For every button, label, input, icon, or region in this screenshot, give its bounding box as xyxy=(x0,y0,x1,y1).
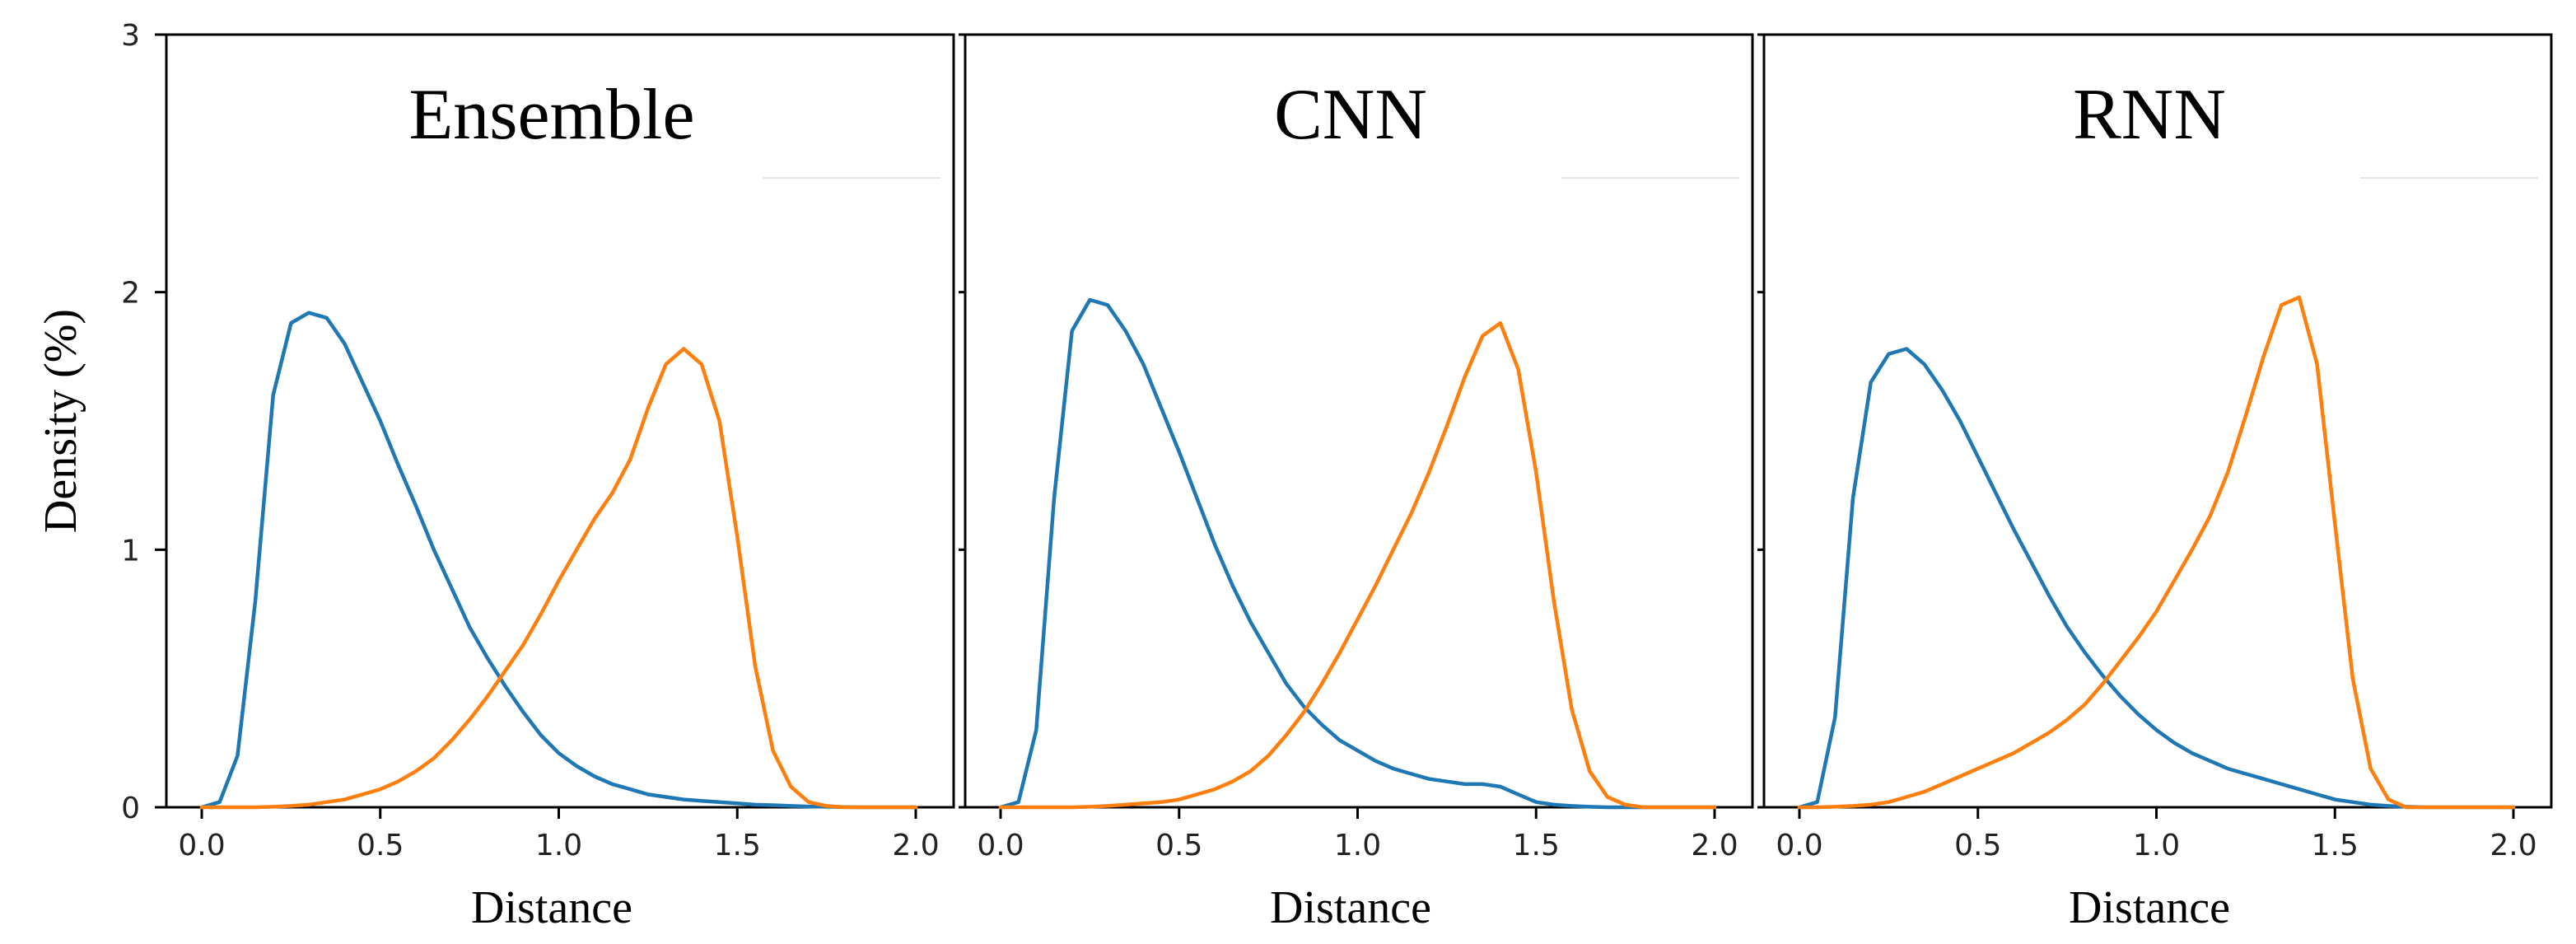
y-tick-label: 2 xyxy=(121,277,140,311)
x-tick-label: 1.0 xyxy=(2133,829,2180,862)
y-tick-label: 3 xyxy=(121,19,140,53)
x-axis-title: Distance xyxy=(2069,882,2230,933)
series-line-blue xyxy=(1797,347,2516,810)
y-tick-label: 0 xyxy=(121,792,140,825)
x-tick-label: 0.0 xyxy=(1776,829,1822,862)
series-line-blue xyxy=(199,311,918,810)
y-tick-label: 1 xyxy=(121,534,140,568)
x-tick-label: 2.0 xyxy=(892,829,939,862)
x-axis-title: Distance xyxy=(471,882,632,933)
x-tick-label: 0.5 xyxy=(1155,829,1202,862)
panel-cnn: 0.0 0.5 1.0 1.5 2.0 Distance CNN xyxy=(959,33,1754,933)
x-tick-label: 1.0 xyxy=(535,829,582,862)
panel-ensemble: 0.0 0.5 1.0 1.5 2.0 Distance Ensemble xyxy=(165,33,955,933)
panel-title: RNN xyxy=(2073,75,2226,155)
x-tick-label: 0.5 xyxy=(1954,829,2001,862)
x-tick-label: 2.0 xyxy=(1691,829,1738,862)
x-axis-title: Distance xyxy=(1270,882,1431,933)
x-tick-label: 1.5 xyxy=(2312,829,2359,862)
series-line-orange xyxy=(998,320,1717,810)
panel-title: CNN xyxy=(1274,75,1427,155)
x-tick-label: 1.5 xyxy=(1513,829,1560,862)
x-tick-label: 1.0 xyxy=(1334,829,1381,862)
series-line-orange xyxy=(1797,295,2516,810)
y-axis-title: Density (%) xyxy=(35,309,86,533)
x-tick-label: 0.0 xyxy=(178,829,225,862)
panel-rnn: 0.0 0.5 1.0 1.5 2.0 Distance RNN xyxy=(1757,33,2553,933)
panel-title: Ensemble xyxy=(408,75,694,155)
x-tick-label: 1.5 xyxy=(714,829,761,862)
plot-layer: 0 1 2 3 Density (%) 0.0 0.5 1.0 1.5 2.0 Distance En… xyxy=(35,19,2553,933)
x-tick-label: 0.0 xyxy=(977,829,1024,862)
x-tick-label: 2.0 xyxy=(2490,829,2536,862)
series-line-orange xyxy=(199,347,918,810)
series-line-blue xyxy=(998,297,1717,810)
x-tick-label: 0.5 xyxy=(357,829,404,862)
